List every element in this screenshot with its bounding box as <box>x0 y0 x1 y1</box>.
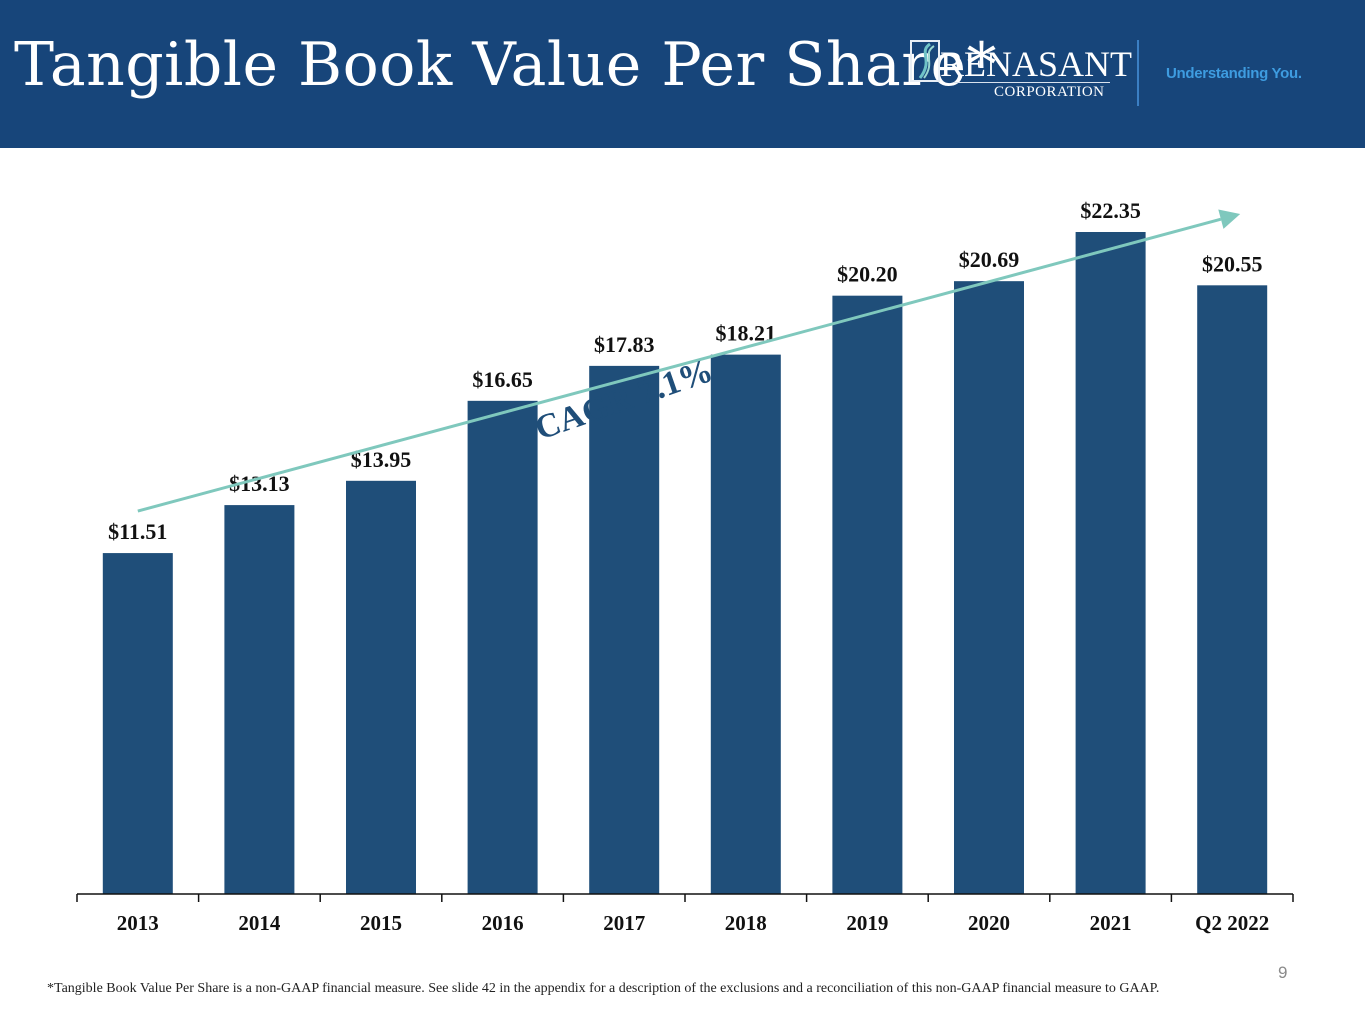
data-label: $20.20 <box>837 262 898 287</box>
bar-2019 <box>832 295 903 894</box>
bars-group <box>102 232 1268 894</box>
page-number: 9 <box>1278 963 1288 982</box>
data-labels-group: $11.51$13.13$13.95$16.65$17.83 $18.21$20.… <box>108 198 1262 544</box>
bar-2013 <box>102 553 173 894</box>
data-label: $16.65 <box>472 367 533 392</box>
data-label: $11.51 <box>108 519 167 544</box>
bar-2015 <box>346 480 416 894</box>
logo-subtitle: CORPORATION <box>994 84 1105 100</box>
x-tick-label: 2019 <box>846 911 888 935</box>
x-tick-label: 2014 <box>238 911 281 935</box>
data-label: $22.35 <box>1080 198 1141 223</box>
x-tick-label: 2021 <box>1090 911 1132 935</box>
tagline: Understanding You. <box>1166 65 1302 82</box>
arrowhead-icon <box>1218 209 1241 229</box>
logo-name: RENASANT <box>940 44 1133 84</box>
bar-2021 <box>1075 232 1146 894</box>
x-tick-label: Q2 2022 <box>1195 911 1269 935</box>
x-tick-label: 2016 <box>482 911 524 935</box>
renasant-logo: RENASANT CORPORATION <box>910 40 1132 104</box>
slide-header: Tangible Book Value Per Share* RENASANT … <box>0 0 1365 148</box>
bar-2020 <box>954 281 1024 894</box>
bar-2014 <box>224 505 295 894</box>
footnote: *Tangible Book Value Per Share is a non-… <box>47 981 1160 996</box>
data-label: $20.55 <box>1202 251 1263 276</box>
x-tick-label: 2020 <box>968 911 1010 935</box>
bar-2017 <box>589 365 660 894</box>
bar-2018 <box>710 354 781 894</box>
trend-arrow-group: CAGR 7.1% <box>137 209 1241 513</box>
x-tick-label: 2015 <box>360 911 402 935</box>
data-label: $17.83 <box>594 332 655 357</box>
bar-q2-2022 <box>1197 285 1268 894</box>
x-tick-label: 2018 <box>725 911 767 935</box>
data-label: $20.69 <box>959 247 1020 272</box>
bar-2016 <box>467 400 538 894</box>
slide-title: Tangible Book Value Per Share* <box>14 30 997 100</box>
x-axis: 2013 2014 2015 2016 2017 2018 2019 2020 2021 Q2 2… <box>76 893 1294 935</box>
header-divider <box>1137 40 1139 106</box>
bar-chart: $11.51$13.13$13.95$16.65$17.83 $18.21$20.… <box>76 198 1294 935</box>
logo-underline <box>954 82 1110 83</box>
cagr-trend-line <box>137 217 1222 513</box>
x-tick-label: 2013 <box>117 911 159 935</box>
x-tick-label: 2017 <box>603 911 645 935</box>
logo-emblem-icon <box>910 40 940 82</box>
